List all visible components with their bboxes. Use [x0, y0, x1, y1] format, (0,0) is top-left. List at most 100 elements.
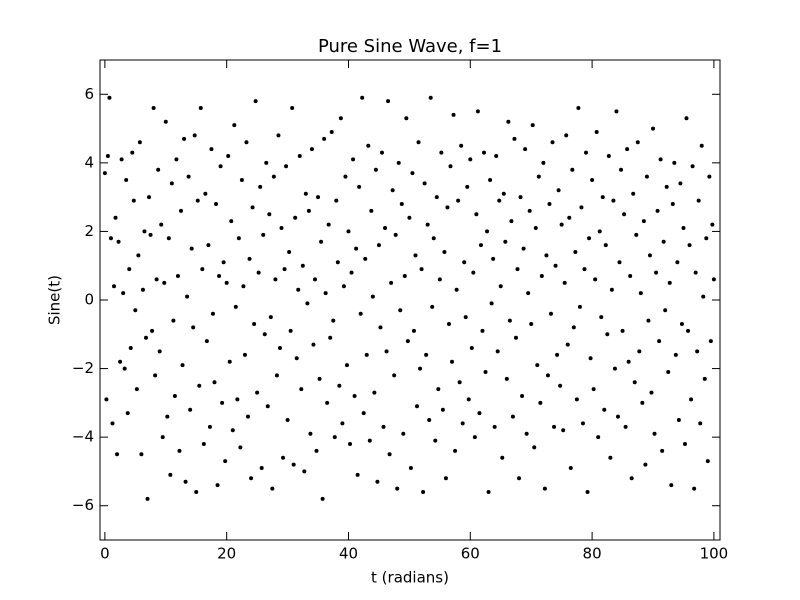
y-tick-label: 0 — [84, 291, 94, 309]
point — [617, 260, 622, 265]
point — [669, 483, 674, 488]
point — [481, 150, 486, 155]
point — [386, 99, 391, 104]
point — [491, 256, 496, 261]
point — [329, 130, 334, 134]
point — [451, 112, 456, 117]
point — [267, 212, 272, 217]
point — [548, 311, 553, 316]
x-tick-label: 80 — [583, 545, 602, 563]
point — [462, 260, 467, 265]
point — [515, 267, 520, 272]
point — [256, 270, 261, 275]
point — [145, 496, 150, 501]
point — [427, 418, 432, 422]
point — [319, 239, 324, 244]
point — [134, 387, 139, 392]
point — [710, 222, 715, 227]
point — [165, 414, 170, 419]
point — [661, 239, 666, 244]
point — [157, 349, 162, 354]
point — [550, 140, 555, 145]
point — [495, 349, 500, 354]
point — [663, 308, 668, 313]
point — [125, 411, 130, 416]
point — [335, 260, 340, 265]
point — [325, 400, 330, 405]
point — [191, 325, 196, 330]
point — [119, 157, 124, 162]
point — [567, 215, 572, 220]
point — [416, 140, 421, 145]
point — [439, 150, 444, 155]
point — [320, 496, 325, 501]
point — [584, 150, 589, 155]
point — [501, 191, 506, 196]
point — [521, 246, 526, 251]
point — [166, 236, 171, 241]
point — [547, 202, 552, 206]
point — [230, 428, 235, 433]
point — [445, 205, 450, 210]
point — [474, 212, 479, 217]
point — [681, 226, 686, 230]
point — [574, 397, 579, 402]
point — [259, 466, 264, 470]
point — [287, 250, 292, 254]
point — [707, 174, 712, 179]
point — [328, 335, 333, 340]
point — [472, 435, 477, 440]
point — [375, 479, 380, 484]
point — [306, 208, 311, 213]
x-tick-label: 20 — [217, 545, 236, 563]
point — [253, 99, 258, 104]
point — [632, 380, 637, 385]
point — [331, 318, 336, 323]
point — [708, 339, 713, 344]
point — [565, 342, 570, 347]
point — [217, 274, 222, 278]
point — [587, 236, 592, 241]
point — [226, 154, 231, 158]
point — [124, 178, 129, 182]
point — [655, 208, 660, 213]
point — [326, 222, 331, 227]
point — [162, 280, 167, 285]
point — [338, 116, 343, 121]
point — [702, 376, 707, 381]
point — [255, 390, 260, 395]
point — [623, 424, 628, 429]
point — [128, 346, 133, 350]
point — [465, 184, 470, 189]
point — [507, 318, 512, 323]
point — [456, 198, 461, 203]
point — [699, 143, 704, 148]
point — [153, 373, 158, 378]
point — [238, 445, 243, 450]
point — [302, 469, 307, 474]
point — [131, 198, 136, 203]
point — [405, 339, 410, 344]
point — [200, 267, 205, 272]
point — [509, 219, 514, 224]
point — [538, 400, 543, 405]
point — [629, 476, 634, 481]
point — [151, 106, 156, 110]
point — [337, 383, 342, 388]
point — [334, 198, 339, 203]
point — [620, 328, 625, 333]
point — [241, 284, 246, 289]
point — [649, 390, 654, 395]
point — [204, 339, 209, 344]
point — [118, 359, 123, 364]
point — [483, 370, 488, 374]
point — [343, 174, 348, 179]
point — [105, 154, 110, 158]
point — [182, 136, 187, 141]
point — [695, 349, 700, 354]
point — [323, 291, 328, 296]
point — [602, 407, 607, 412]
point — [341, 284, 346, 289]
point — [249, 476, 254, 481]
point — [564, 133, 569, 138]
